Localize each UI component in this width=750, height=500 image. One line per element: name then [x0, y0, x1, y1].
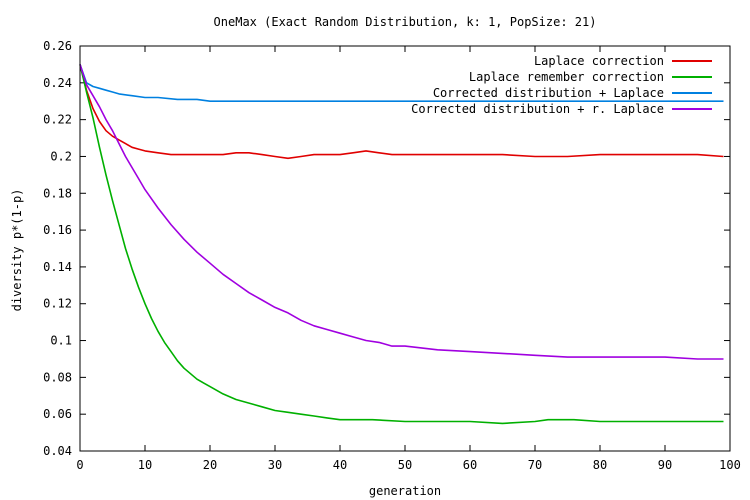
- y-tick-label: 0.26: [43, 39, 72, 53]
- legend-label: Corrected distribution + Laplace: [433, 86, 664, 100]
- y-tick-label: 0.06: [43, 407, 72, 421]
- y-tick-label: 0.16: [43, 223, 72, 237]
- y-tick-label: 0.22: [43, 113, 72, 127]
- y-tick-label: 0.18: [43, 186, 72, 200]
- tick-group: 0 10 20 30 40 50 60 70 80 90 100 0.04 0.06 0.08 0.1 0.1…: [43, 39, 741, 472]
- x-tick-label: 20: [203, 458, 217, 472]
- x-tick-label: 60: [463, 458, 477, 472]
- y-tick-label: 0.24: [43, 76, 72, 90]
- chart-title: OneMax (Exact Random Distribution, k: 1,…: [214, 15, 597, 29]
- x-axis-label: generation: [369, 484, 441, 498]
- x-tick-label: 0: [76, 458, 83, 472]
- legend: Laplace correction Laplace remember corre…: [411, 54, 712, 116]
- plot-frame: [79, 45, 731, 452]
- series-line-3: [79, 64, 724, 102]
- x-tick-label: 40: [333, 458, 347, 472]
- legend-label: Laplace correction: [534, 54, 664, 68]
- legend-label: Corrected distribution + r. Laplace: [411, 102, 664, 116]
- y-tick-label: 0.14: [43, 260, 72, 274]
- series-line-2: [79, 64, 724, 425]
- y-tick-label: 0.08: [43, 370, 72, 384]
- x-tick-label: 70: [528, 458, 542, 472]
- series-group: [79, 64, 724, 425]
- x-tick-label: 10: [138, 458, 152, 472]
- y-axis-label: diversity p*(1-p): [10, 189, 24, 312]
- legend-label: Laplace remember correction: [469, 70, 664, 84]
- y-tick-label: 0.1: [50, 334, 72, 348]
- series-line-4: [79, 64, 724, 360]
- x-tick-label: 90: [658, 458, 672, 472]
- x-tick-label: 50: [398, 458, 412, 472]
- y-tick-label: 0.2: [50, 149, 72, 163]
- x-tick-label: 30: [268, 458, 282, 472]
- y-tick-label: 0.04: [43, 444, 72, 458]
- series-line-1: [79, 64, 724, 160]
- x-tick-label: 80: [593, 458, 607, 472]
- x-tick-label: 100: [719, 458, 741, 472]
- y-tick-label: 0.12: [43, 297, 72, 311]
